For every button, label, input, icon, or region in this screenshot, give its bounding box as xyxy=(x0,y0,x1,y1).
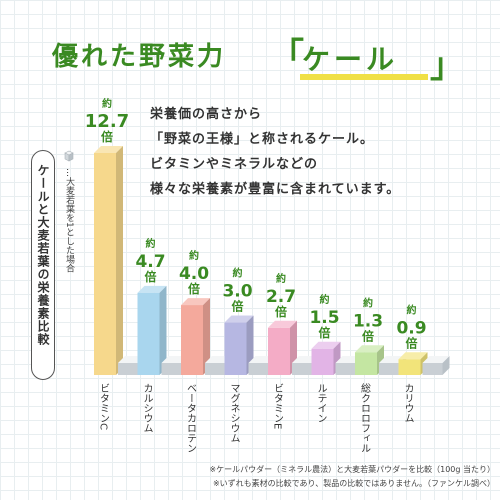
value-label: 1.5 xyxy=(309,308,339,328)
category-label: ルテイン xyxy=(315,383,327,423)
value-suffix: 倍 xyxy=(231,299,243,314)
title-main: 優れた野菜力 xyxy=(52,42,227,72)
value-suffix: 倍 xyxy=(144,269,156,284)
kale-bar xyxy=(137,285,167,375)
value-suffix: 倍 xyxy=(101,129,113,144)
title: 優れた野菜力 「 ケール 」 xyxy=(0,30,500,86)
footnotes: ※ケールパウダー（ミネラル農法）と大麦若葉パウダーを比較（100g 当たり） ※… xyxy=(100,463,495,491)
category-label: カルシウム xyxy=(141,383,153,433)
value-label: 2.7 xyxy=(266,287,296,307)
title-bracket-close: 」 xyxy=(430,46,464,86)
description-line: 様々な栄養素が豊富に含まれています。 xyxy=(150,182,401,197)
category-label: マグネシウム xyxy=(228,383,240,443)
legend-pill: ケールと大麦若葉の栄養素比較 xyxy=(31,150,55,380)
footnote-line: ※ケールパウダー（ミネラル農法）と大麦若葉パウダーを比較（100g 当たり） xyxy=(209,465,495,474)
category-label: 総クロロフィル xyxy=(359,382,371,453)
value-label: 12.7 xyxy=(85,111,129,132)
value-label: 3.0 xyxy=(222,282,252,302)
category-label: カリウム xyxy=(402,383,414,423)
title-underline xyxy=(300,74,428,80)
value-suffix: 倍 xyxy=(405,335,417,350)
value-label: 0.9 xyxy=(396,318,426,338)
note: …大麦若葉を1とした場合 xyxy=(60,150,78,320)
value-suffix: 倍 xyxy=(362,328,374,343)
value-label: 1.3 xyxy=(353,311,383,331)
value-prefix: 約 xyxy=(233,267,243,280)
value-prefix: 約 xyxy=(363,296,373,309)
barley-cube xyxy=(422,356,450,375)
note-text: …大麦若葉を1とした場合 xyxy=(64,168,74,273)
legend-text: ケールと大麦若葉の栄養素比較 xyxy=(36,164,50,346)
value-prefix: 約 xyxy=(102,97,112,110)
category-label: ベータカロテン xyxy=(185,383,197,453)
value-prefix: 約 xyxy=(407,303,417,316)
kale-bar xyxy=(94,146,123,375)
description-line: ビタミンやミネラルなどの xyxy=(150,157,319,172)
description-line: 「野菜の王様」と称されるケール。 xyxy=(150,132,375,147)
value-suffix: 倍 xyxy=(318,325,330,340)
footnote-line: ※いずれも素材の比較であり、製品の比較ではありません。（ファンケル調べ） xyxy=(212,479,495,488)
description-line: 栄養価の高さから xyxy=(150,107,263,122)
value-label: 4.7 xyxy=(135,252,165,272)
description: 栄養価の高さから 「野菜の王様」と称されるケール。 ビタミンやミネラルなどの 様… xyxy=(150,102,490,202)
value-suffix: 倍 xyxy=(275,304,287,319)
value-prefix: 約 xyxy=(320,293,330,306)
value-label: 4.0 xyxy=(179,264,209,284)
value-suffix: 倍 xyxy=(188,281,200,296)
category-label: ビタミンE xyxy=(272,383,284,430)
title-kale: ケール xyxy=(302,43,399,76)
kale-bar xyxy=(181,298,210,375)
title-bracket-open: 「 xyxy=(270,36,304,76)
value-prefix: 約 xyxy=(189,249,199,262)
cube-icon xyxy=(64,150,74,162)
value-prefix: 約 xyxy=(146,237,156,250)
value-prefix: 約 xyxy=(276,272,286,285)
category-label: ビタミンC xyxy=(98,383,110,430)
